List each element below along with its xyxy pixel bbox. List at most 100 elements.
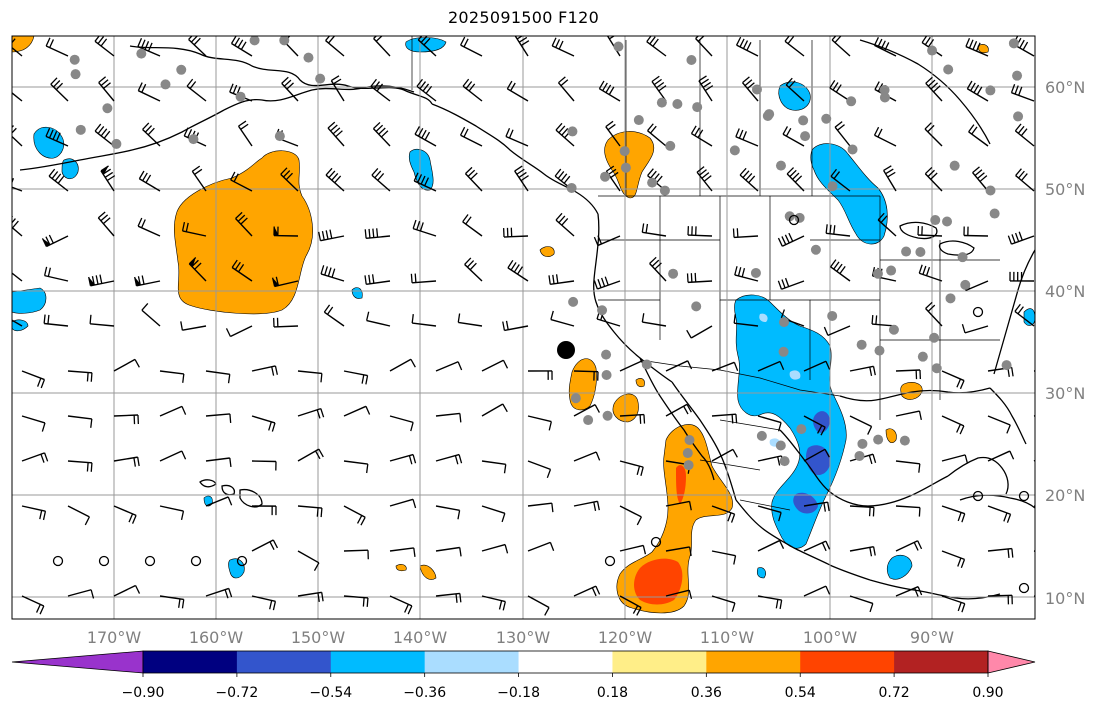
calm-circle xyxy=(604,555,616,567)
wind-barb xyxy=(12,261,23,282)
wind-barb xyxy=(548,274,575,285)
wind-barb xyxy=(297,407,325,419)
wind-barb xyxy=(113,414,140,425)
wind-barb xyxy=(21,452,49,463)
wind-barb xyxy=(987,415,1011,434)
station-dot xyxy=(856,339,867,350)
wind-barb xyxy=(786,167,805,192)
station-dot xyxy=(942,216,953,227)
station-dot xyxy=(794,212,805,223)
station-dot xyxy=(874,345,885,356)
wind-barb xyxy=(460,36,483,57)
wind-barb xyxy=(961,324,989,334)
contour-orange-gulf-2 xyxy=(885,428,897,443)
wind-barb xyxy=(557,76,575,102)
wind-barb xyxy=(830,168,851,192)
wind-barb xyxy=(1033,550,1035,552)
wind-barb xyxy=(67,460,93,472)
station-dot xyxy=(672,98,683,109)
wind-barb xyxy=(895,369,922,380)
wind-barb xyxy=(736,36,759,57)
wind-barb xyxy=(742,76,759,102)
wind-barb xyxy=(389,415,414,432)
station-dot xyxy=(901,246,912,257)
wind-barb xyxy=(734,266,759,282)
wind-barb xyxy=(550,310,575,327)
wind-barb xyxy=(159,505,185,521)
latitude-labels: 60°N 50°N 40°N 30°N 20°N 10°N xyxy=(1045,78,1085,608)
station-dot xyxy=(756,430,767,441)
wind-barb xyxy=(366,311,391,327)
station-dot xyxy=(846,96,857,107)
station-dot xyxy=(778,346,789,357)
wind-barb xyxy=(251,415,276,432)
wind-barb xyxy=(12,215,23,237)
wind-barb xyxy=(411,314,437,327)
wind-barb xyxy=(98,76,115,102)
colorbar-tick-label: 0.90 xyxy=(972,685,1003,701)
station-dot xyxy=(567,126,578,137)
station-dot xyxy=(930,215,941,226)
contour-blue-southwest xyxy=(734,294,847,549)
wind-barb xyxy=(803,540,831,552)
station-dot xyxy=(249,36,260,46)
coast-mexico-pac xyxy=(735,499,871,581)
wind-barb xyxy=(665,546,692,556)
wind-barb xyxy=(941,505,966,523)
wind-barb xyxy=(343,460,369,474)
wind-barb xyxy=(231,259,253,282)
colorbar xyxy=(11,650,1036,677)
lon-label-130: 130°W xyxy=(496,628,551,647)
contour-blue-west xyxy=(12,287,47,314)
contour-blue-small-3 xyxy=(756,567,766,579)
station-dot xyxy=(985,185,996,196)
wind-barb xyxy=(696,166,713,192)
wind-barb xyxy=(323,304,345,327)
coast-great-lakes-1 xyxy=(899,221,938,240)
wind-barb xyxy=(527,541,555,552)
station-dot xyxy=(957,252,968,263)
station-dot xyxy=(665,140,676,151)
wind-barb xyxy=(527,502,554,513)
wind-barb xyxy=(514,36,530,57)
wind-barb xyxy=(318,229,345,242)
wind-barb xyxy=(924,166,943,192)
wind-barb xyxy=(188,257,207,282)
wind-barb xyxy=(784,36,805,57)
wind-barb xyxy=(464,257,483,282)
station-dot xyxy=(619,146,630,157)
wind-barb xyxy=(941,595,966,613)
wind-barb xyxy=(757,539,785,552)
wind-barb xyxy=(12,177,23,192)
wind-barb xyxy=(251,595,277,611)
wind-barb xyxy=(435,505,461,520)
map-title: 2025091500 F120 xyxy=(447,8,600,27)
wind-barb xyxy=(481,595,506,611)
station-dot xyxy=(70,69,81,80)
wind-barb xyxy=(757,505,782,522)
wind-barb xyxy=(230,36,253,57)
station-dot xyxy=(647,177,658,188)
station-dot xyxy=(188,134,199,145)
station-dot xyxy=(857,438,868,449)
contour-orange-small-1 xyxy=(539,246,555,257)
station-dot xyxy=(985,85,996,96)
station-dot xyxy=(111,138,122,149)
wind-barb xyxy=(251,539,279,552)
station-dot xyxy=(827,310,838,321)
colorbar-tick-label: −0.72 xyxy=(215,685,258,701)
station-dot xyxy=(784,211,795,222)
coast-hudson xyxy=(859,39,991,145)
border-us-states-2 xyxy=(598,240,1000,400)
wind-barb xyxy=(803,360,831,372)
wind-barb xyxy=(849,546,876,557)
wind-barb xyxy=(205,587,233,599)
wind-barb xyxy=(803,448,830,462)
wind-barb xyxy=(389,547,416,557)
colorbar-outline xyxy=(142,650,989,674)
wind-barb xyxy=(97,211,115,237)
wind-barb xyxy=(873,37,897,57)
wind-barb xyxy=(48,168,69,192)
wind-barb xyxy=(849,595,874,613)
wind-barb xyxy=(619,595,642,616)
